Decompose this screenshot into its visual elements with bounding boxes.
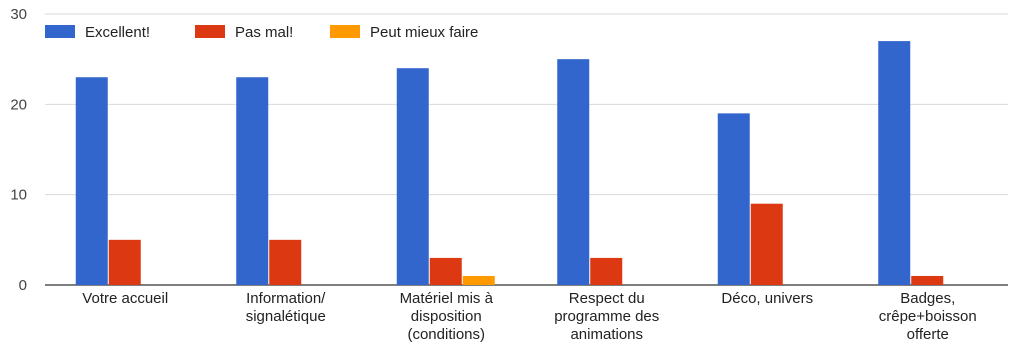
bar-pas-mal [911,275,944,285]
legend-swatch [330,25,360,38]
x-tick-label: Information/signalétique [246,290,326,325]
bar-pas-mal [269,239,302,285]
legend-label: Peut mieux faire [370,24,478,41]
y-tick-label: 0 [19,277,27,294]
legend-label: Pas mal! [235,24,293,41]
bar-pas-mal [750,203,783,285]
x-tick-label: Votre accueil [82,290,168,307]
legend-swatch [195,25,225,38]
y-tick-label: 10 [10,187,27,204]
y-tick-label: 20 [10,96,27,113]
bar-excellent [75,77,108,285]
bars [75,41,944,285]
bar-pas-mal [429,257,462,285]
x-axis-labels: Votre accueil Information/signalétique Mat… [82,290,976,343]
bar-peut-mieux-faire [462,275,495,285]
bar-excellent [717,113,750,285]
legend-label: Excellent! [85,24,150,41]
x-tick-label: Déco, univers [721,290,813,307]
legend: Excellent! Pas mal! Peut mieux faire [45,24,478,41]
x-tick-label: Respect du programme des animations [554,290,659,343]
bar-pas-mal [108,239,141,285]
bar-excellent [557,59,590,285]
x-tick-label: Badges, crêpe+boisson offerte [879,290,977,343]
bar-excellent [878,41,911,285]
x-tick-label: Matériel mis à disposition (conditions) [400,290,494,343]
bar-excellent [396,68,429,285]
bar-pas-mal [590,257,623,285]
gridlines [45,13,1008,286]
legend-swatch [45,25,75,38]
bar-excellent [236,77,269,285]
y-axis-ticks: 0 10 20 30 [10,6,27,294]
y-tick-label: 30 [10,6,27,23]
